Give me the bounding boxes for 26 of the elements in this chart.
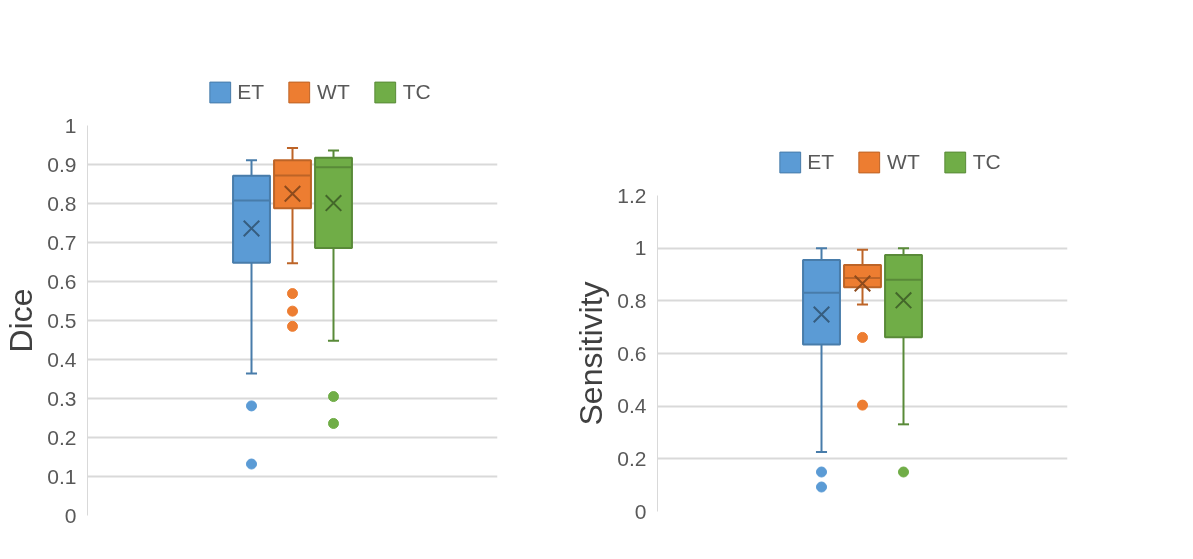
- y-tick-label: 0.6: [617, 341, 647, 365]
- y-tick-label: 0.7: [47, 230, 77, 254]
- y-tick-label: 0.1: [47, 464, 77, 488]
- y-tick-label: 0.8: [617, 288, 647, 312]
- y-tick-label: 0.2: [617, 446, 647, 470]
- y-tick-label: 0.6: [47, 269, 77, 293]
- y-tick-label: 0.5: [47, 308, 77, 332]
- y-tick-label: 0: [634, 499, 647, 523]
- y-tick-label: 0.3: [47, 386, 77, 410]
- legend-label: TC: [402, 80, 431, 104]
- y-axis-title: Dice: [3, 288, 40, 353]
- y-tick-label: 0.8: [47, 191, 77, 215]
- legend-label: TC: [972, 150, 1001, 174]
- y-tick-label: 0.9: [47, 152, 77, 176]
- y-axis-title: Sensitivity: [573, 281, 610, 426]
- y-tick-label: 0.4: [47, 347, 77, 371]
- y-tick-label: 0.2: [47, 425, 77, 449]
- legend-label: WT: [317, 80, 350, 104]
- y-tick-label: 1.2: [617, 183, 647, 207]
- y-tick-label: 0: [64, 503, 77, 527]
- y-tick-label: 1: [64, 113, 77, 137]
- legend-label: ET: [807, 150, 835, 174]
- y-tick-label: 1: [634, 236, 647, 260]
- legend-label: ET: [237, 80, 265, 104]
- legend-label: WT: [887, 150, 920, 174]
- y-tick-label: 0.4: [617, 394, 647, 418]
